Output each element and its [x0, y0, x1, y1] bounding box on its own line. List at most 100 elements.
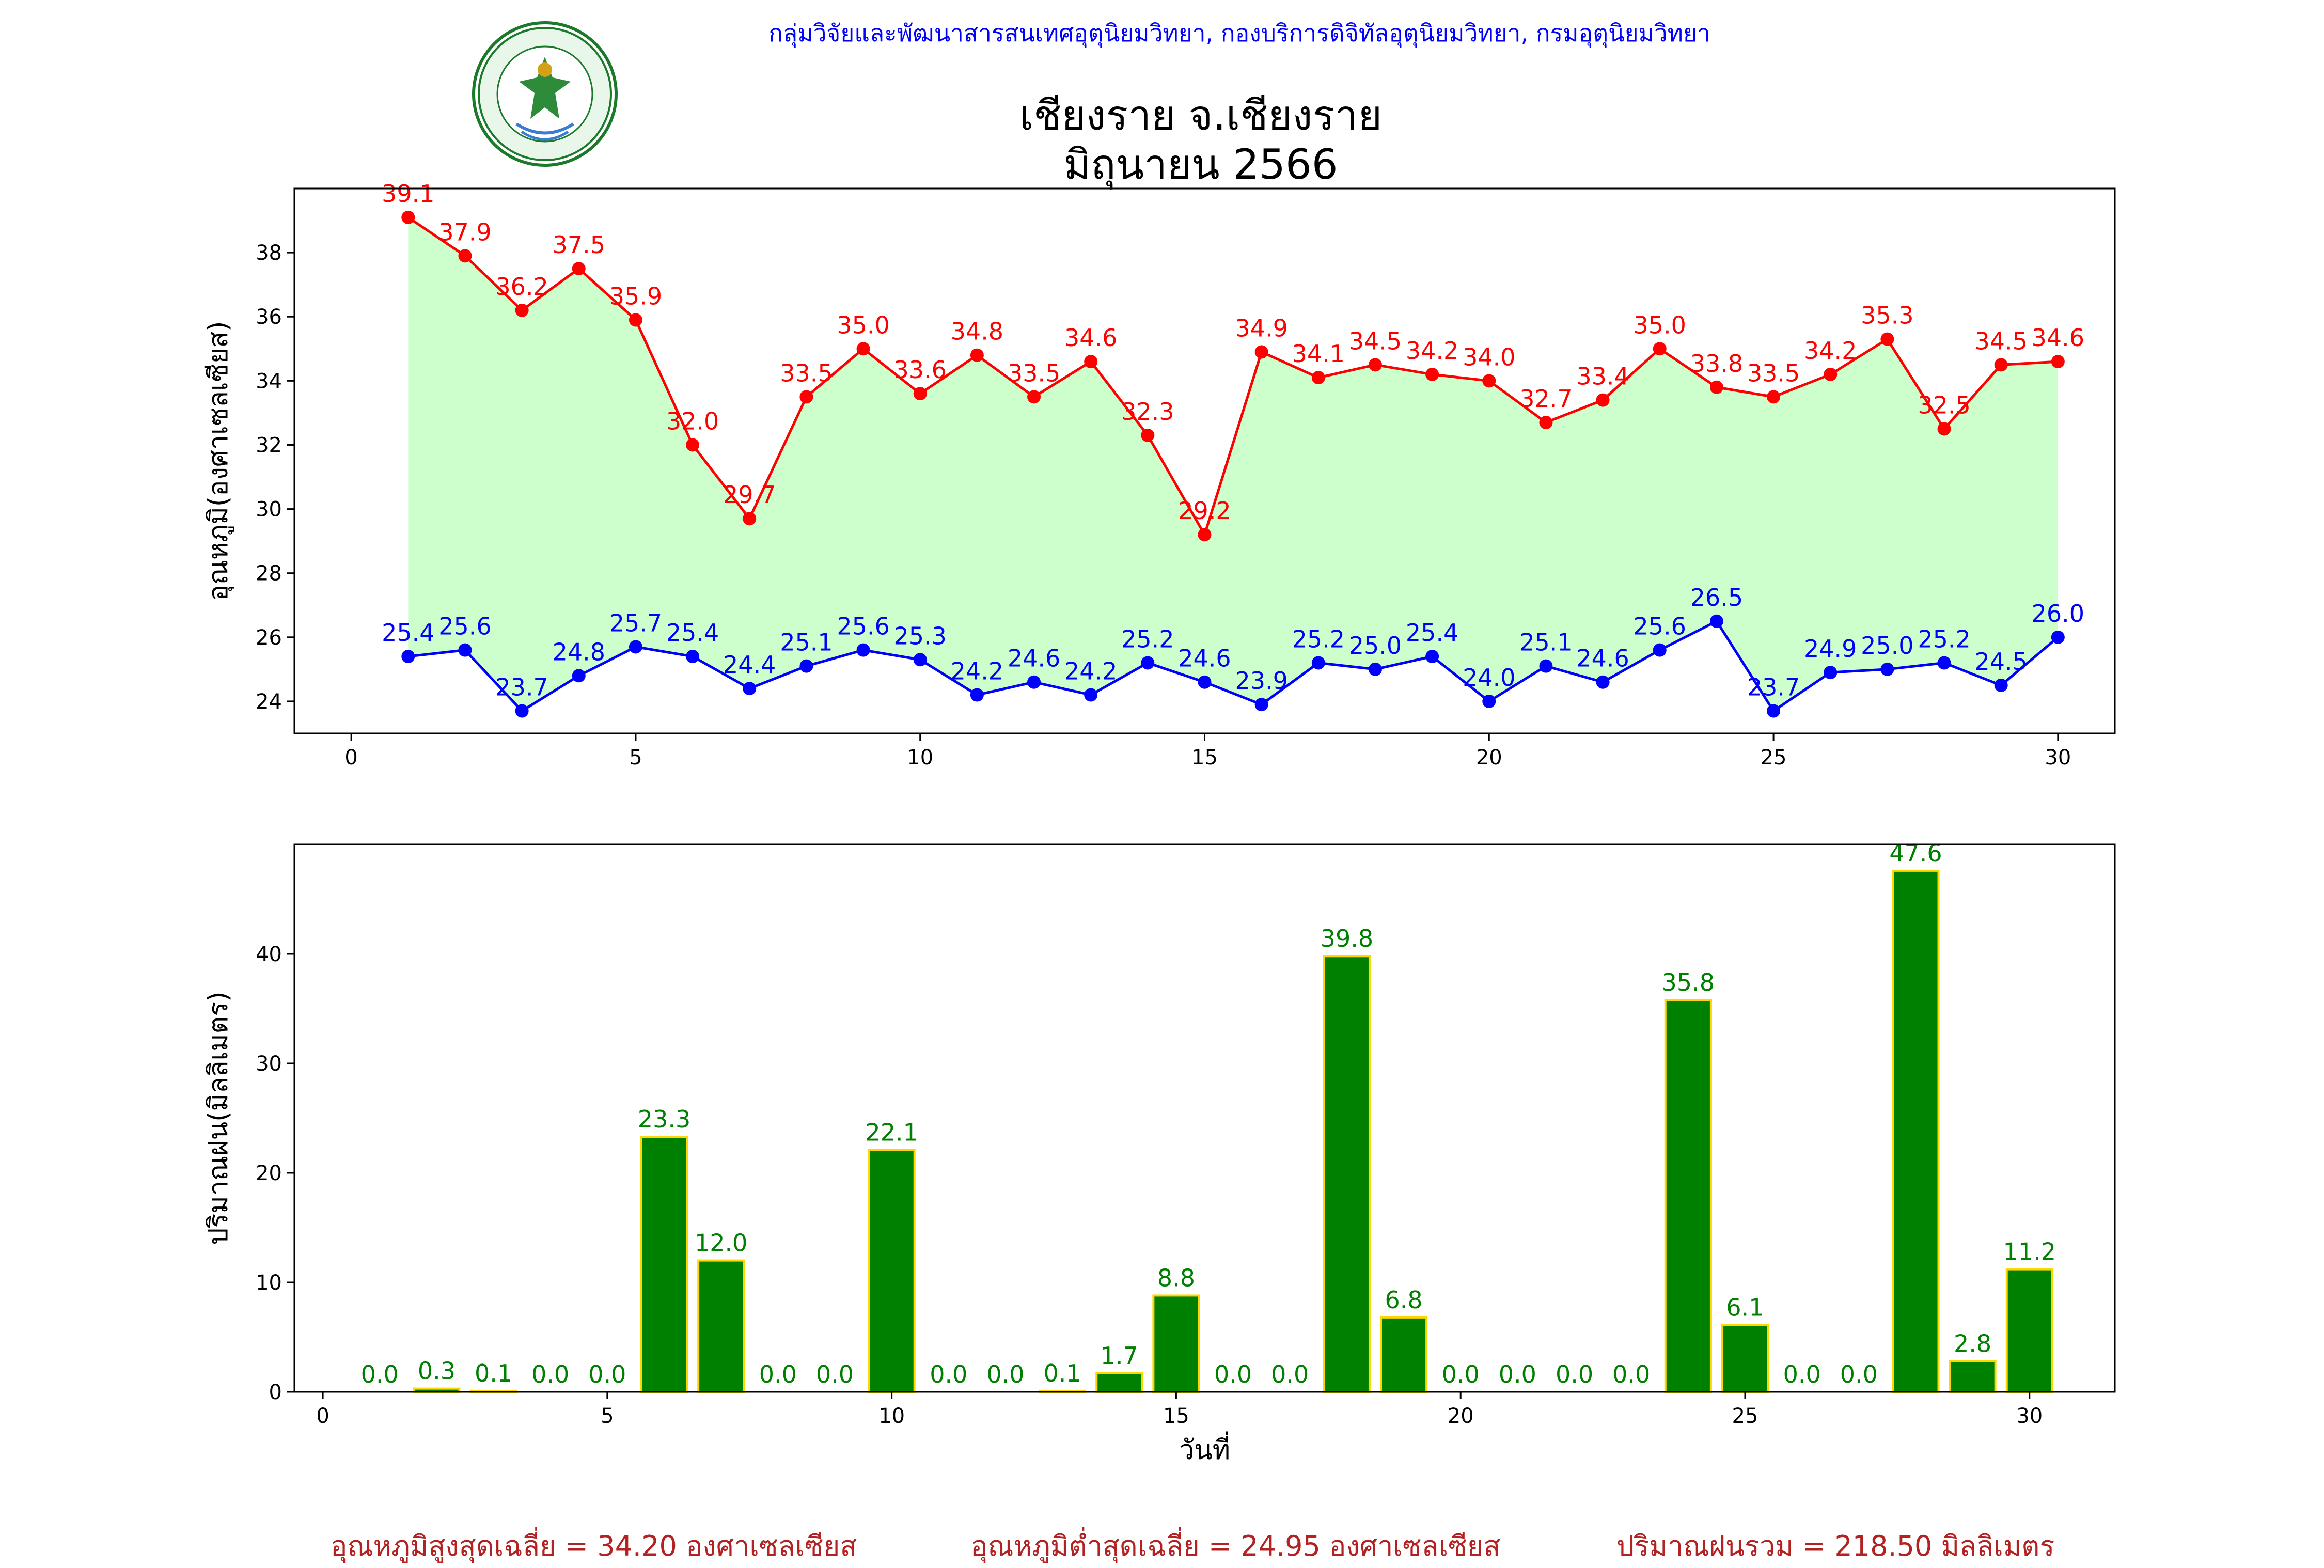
max-temp-point	[458, 249, 472, 263]
rain-bar	[1664, 999, 1712, 1393]
temp-y-tick-label: 38	[256, 241, 282, 265]
rain-x-tick-label: 25	[1732, 1404, 1758, 1428]
max-temp-data-label: 35.0	[837, 311, 889, 339]
min-temp-point	[1482, 694, 1496, 708]
max-temp-point	[1937, 422, 1951, 436]
max-temp-point	[401, 210, 415, 224]
rain-y-tick-label: 10	[256, 1271, 282, 1295]
min-temp-data-label: 25.4	[382, 619, 434, 647]
rain-bar	[1095, 1372, 1143, 1393]
min-temp-point	[1709, 614, 1723, 628]
rain-x-tick-label: 10	[878, 1404, 905, 1428]
rain-data-label: 0.3	[418, 1357, 456, 1385]
rain-data-label: 0.0	[816, 1360, 854, 1388]
min-temp-data-label: 25.0	[1861, 632, 1913, 660]
rain-x-axis-label: วันที่	[1179, 1431, 1230, 1466]
rain-bar	[1949, 1360, 1997, 1393]
summary-avg-min: อุณหภูมิต่ำสุดเฉลี่ย = 24.95 องศาเซลเซีย…	[971, 1530, 1501, 1562]
rain-data-label: 35.8	[1662, 968, 1715, 996]
min-temp-point	[1994, 678, 2008, 692]
max-temp-point	[629, 313, 642, 327]
temp-y-tick-label: 28	[256, 562, 282, 586]
max-temp-data-label: 37.5	[553, 231, 605, 259]
min-temp-data-label: 24.4	[723, 651, 776, 679]
max-temp-point	[572, 262, 586, 276]
max-temp-point	[1994, 358, 2008, 372]
max-temp-data-label: 34.8	[951, 318, 1003, 346]
rain-data-label: 0.0	[759, 1360, 797, 1388]
min-temp-data-label: 24.5	[1974, 648, 2027, 676]
rain-data-label: 8.8	[1157, 1264, 1195, 1292]
rain-data-label: 39.8	[1321, 924, 1373, 952]
rainfall-plot-frame	[293, 843, 2116, 1393]
rain-bar	[697, 1259, 745, 1393]
rain-bar	[1892, 869, 1940, 1393]
max-temp-data-label: 33.4	[1576, 363, 1629, 390]
rain-data-label: 22.1	[865, 1118, 918, 1146]
min-temp-data-label: 25.1	[780, 629, 833, 656]
rain-data-label: 0.0	[1840, 1360, 1878, 1388]
temp-x-tick-label: 5	[629, 746, 642, 770]
max-temp-point	[1198, 528, 1212, 542]
max-temp-point	[515, 303, 529, 317]
min-temp-point	[743, 682, 757, 696]
min-temp-data-label: 24.6	[1008, 645, 1060, 672]
min-temp-point	[686, 650, 700, 664]
max-temp-data-label: 33.6	[894, 356, 947, 384]
rain-bar	[1721, 1324, 1769, 1393]
min-temp-data-label: 24.9	[1804, 635, 1857, 663]
rain-x-tick-label: 5	[601, 1404, 614, 1428]
max-temp-data-label: 35.9	[609, 282, 662, 310]
summary-avg-max: อุณหภูมิสูงสุดเฉลี่ย = 34.20 องศาเซลเซีย…	[331, 1530, 857, 1562]
temp-y-tick-label: 24	[256, 690, 282, 714]
rain-data-label: 2.8	[1954, 1330, 1991, 1358]
temp-y-axis-label: อุณหภูมิ(องศาเซลเซียส)	[203, 321, 234, 601]
chart-title-station: เชียงราย จ.เชียงราย	[1019, 91, 1383, 139]
rain-y-axis-label: ปริมาณฝน(มิลลิเมตร)	[203, 991, 234, 1245]
min-temp-point	[799, 659, 813, 673]
rain-data-label: 12.0	[695, 1229, 747, 1257]
temp-y-tick-label: 36	[256, 305, 282, 329]
max-temp-data-label: 34.0	[1463, 343, 1515, 371]
rain-y-tick-label: 30	[256, 1052, 282, 1076]
temp-x-tick-label: 25	[1761, 746, 1787, 770]
rain-y-tick-label: 40	[256, 943, 282, 966]
rain-x-tick-label: 0	[316, 1404, 329, 1428]
rain-x-tick-label: 30	[2016, 1404, 2043, 1428]
min-temp-data-label: 24.6	[1178, 645, 1231, 672]
temp-y-tick-label: 26	[256, 626, 282, 650]
max-temp-data-label: 34.2	[1406, 337, 1458, 365]
rain-bar	[1323, 955, 1371, 1393]
min-temp-data-label: 23.7	[495, 673, 548, 701]
min-temp-point	[1311, 656, 1325, 670]
max-temp-data-label: 32.7	[1519, 385, 1572, 413]
max-temp-point	[1539, 416, 1553, 430]
rain-x-tick-label: 20	[1448, 1404, 1474, 1428]
max-temp-data-label: 34.6	[2032, 324, 2084, 352]
rain-data-label: 6.8	[1385, 1286, 1422, 1314]
max-temp-data-label: 34.9	[1235, 315, 1287, 342]
min-temp-data-label: 25.6	[438, 613, 491, 640]
max-temp-data-label: 36.2	[495, 273, 548, 301]
min-temp-point	[1880, 662, 1894, 676]
min-temp-data-label: 25.6	[837, 613, 889, 640]
rain-bar	[640, 1136, 688, 1393]
min-temp-point	[1767, 704, 1781, 718]
temp-y-tick-label: 34	[256, 369, 282, 393]
min-temp-point	[1141, 656, 1155, 670]
max-temp-data-label: 39.1	[382, 180, 434, 208]
temp-x-tick-label: 30	[2045, 746, 2071, 770]
rain-data-label: 23.3	[638, 1105, 690, 1133]
min-temp-data-label: 23.7	[1747, 673, 1800, 701]
rain-data-label: 0.0	[588, 1360, 626, 1388]
rain-x-tick-label: 15	[1163, 1404, 1189, 1428]
rain-data-label: 0.0	[361, 1360, 399, 1388]
temp-x-tick-label: 10	[907, 746, 933, 770]
rain-y-tick-label: 20	[256, 1162, 282, 1185]
min-temp-point	[515, 704, 529, 718]
max-temp-data-label: 32.5	[1918, 391, 1970, 419]
min-temp-point	[856, 643, 870, 657]
min-temp-data-label: 24.2	[951, 657, 1003, 685]
max-temp-point	[686, 438, 700, 452]
